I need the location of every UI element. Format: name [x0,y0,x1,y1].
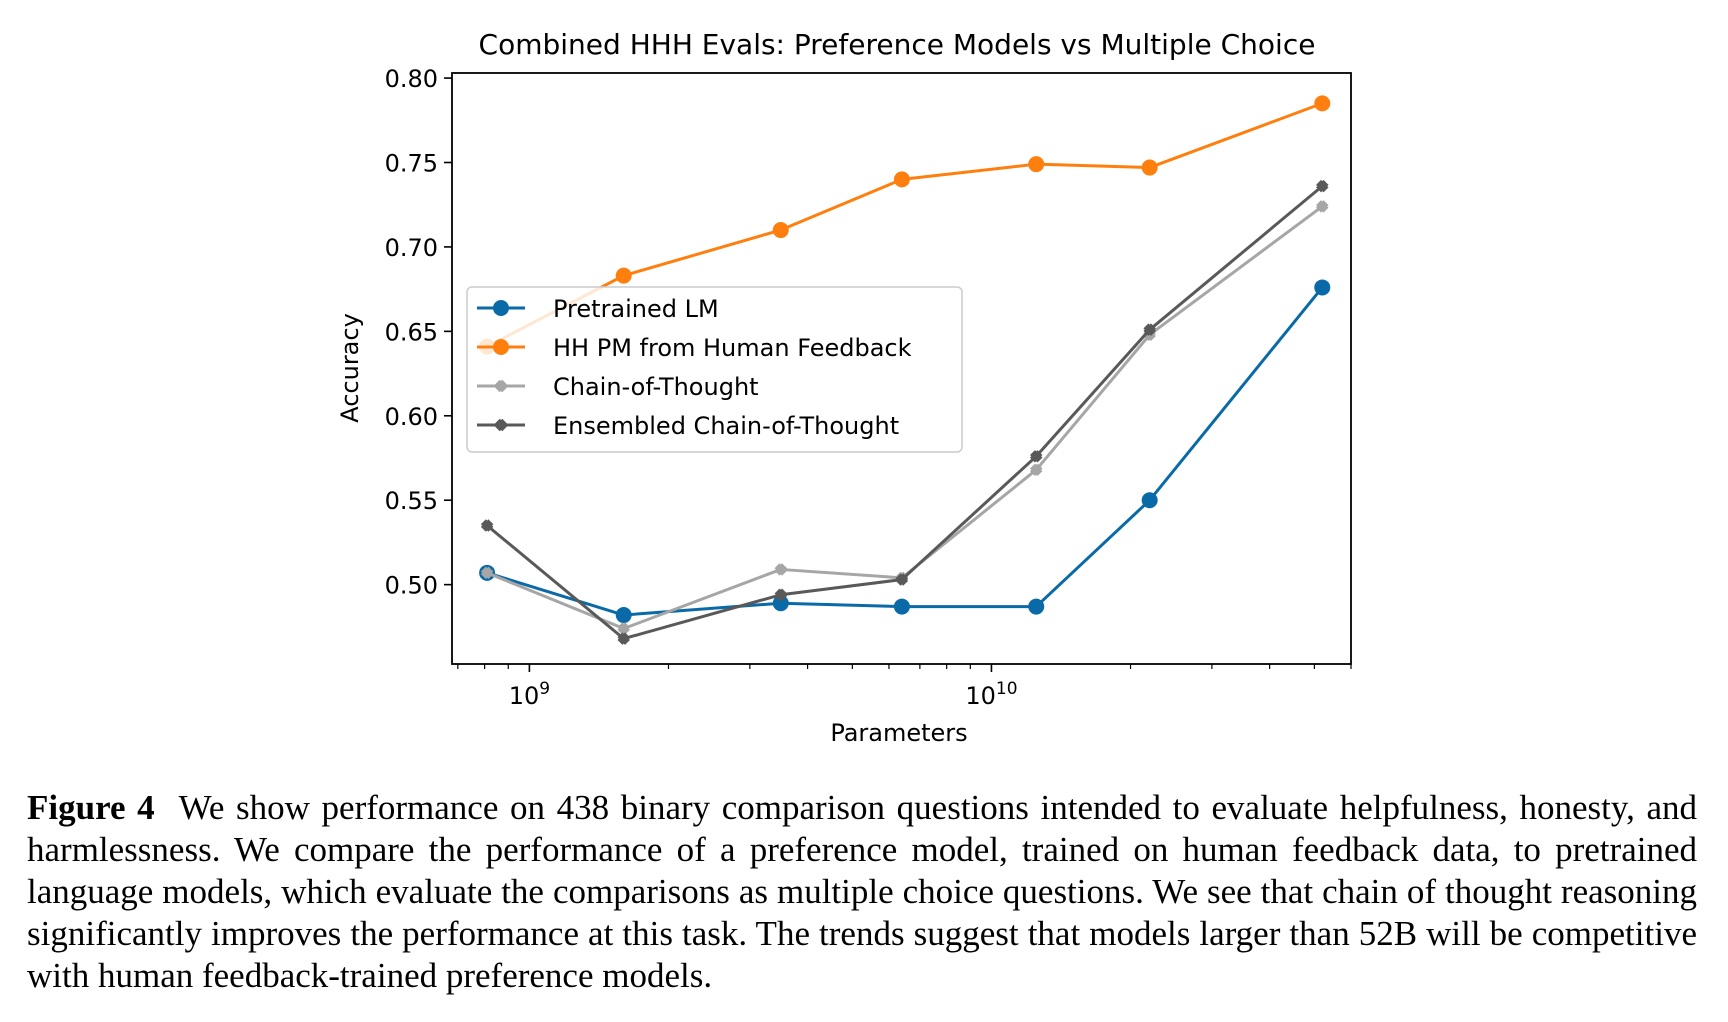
y-tick-label: 0.75 [385,149,438,177]
legend-marker [494,379,508,393]
legend-marker [494,418,508,432]
data-point [1141,159,1158,176]
data-point [617,632,630,645]
figure-caption: Figure 4 We show performance on 438 binar… [27,787,1697,997]
x-tick-label: 1010 [965,679,1017,710]
data-point [615,607,632,624]
legend-marker [493,339,509,355]
axis-ticks: 0.50 0.55 0.60 0.65 0.70 0.75 0.80 109 1010 [385,65,1352,710]
series-layer [479,95,1331,645]
legend-item: HH PM from Human Feedback [477,334,912,362]
data-point [1028,598,1045,615]
x-tick-label: 109 [509,679,550,710]
data-point [480,566,494,580]
data-point [1316,179,1329,193]
legend-label: Pretrained LM [553,295,719,323]
data-point [1029,463,1043,477]
chart-title: Combined HHH Evals: Preference Models vs… [479,28,1316,61]
legend-item: Ensembled Chain-of-Thought [477,412,899,440]
x-axis-label: Parameters [830,719,967,747]
data-point [774,588,788,602]
data-point [617,622,630,635]
data-point [893,171,910,188]
data-point [774,563,788,576]
y-tick-label: 0.55 [385,487,438,515]
y-tick-label: 0.70 [385,234,438,262]
data-point [615,267,632,284]
chart: Combined HHH Evals: Preference Models vs… [336,28,1352,747]
data-point [893,598,910,615]
data-point [480,519,494,532]
data-point [1316,200,1329,213]
legend-label: Ensembled Chain-of-Thought [553,412,899,440]
data-point [772,222,789,239]
data-point [772,595,789,612]
data-point [1314,95,1331,112]
y-tick-label: 0.80 [385,65,438,93]
legend-box [466,286,963,453]
data-point [1028,156,1045,173]
data-point [895,573,909,586]
y-axis-label: Accuracy [336,313,364,423]
legend: Pretrained LM HH PM from Human Feedback Ch… [466,286,963,453]
y-tick-label: 0.50 [385,572,438,600]
legend-marker [493,300,509,316]
legend-item: Chain-of-Thought [477,373,759,401]
data-point [1314,279,1331,296]
legend-label: Chain-of-Thought [553,373,759,401]
legend-label: HH PM from Human Feedback [553,334,912,362]
figure-label: Figure 4 [27,788,155,827]
data-point [1141,492,1158,509]
plot-frame [451,72,1352,665]
data-point [1143,323,1156,336]
series-4 [480,179,1329,645]
data-point [1029,450,1043,463]
caption-text: We show performance on 438 binary compar… [27,788,1698,995]
series-1 [479,279,1331,624]
y-tick-label: 0.60 [385,403,438,431]
legend-item: Pretrained LM [477,295,719,323]
y-tick-label: 0.65 [385,318,438,346]
